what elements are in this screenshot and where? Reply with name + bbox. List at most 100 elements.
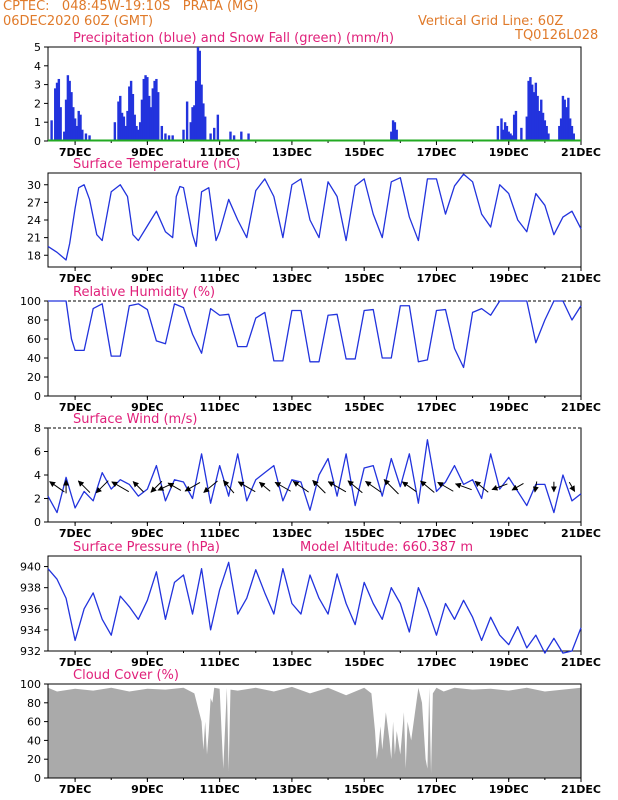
rh-xtick-label: 11DEC: [200, 401, 240, 414]
temp-title: Surface Temperature (nC): [73, 157, 241, 172]
precip-xtick-label: 9DEC: [131, 146, 163, 159]
rh-ytick-label: 80: [27, 314, 41, 327]
precip-bar: [198, 50, 201, 142]
cloud-xtick-label: 7DEC: [59, 783, 91, 796]
precip-bar: [572, 133, 575, 141]
precip-bar: [545, 125, 548, 141]
cloud-xtick-label: 19DEC: [489, 783, 529, 796]
precip-bar: [511, 135, 514, 141]
wind-arrow: [150, 480, 163, 493]
precip-bar: [54, 88, 57, 141]
precip-bar: [137, 129, 140, 141]
precip-bar: [131, 94, 135, 141]
wind-arrow: [568, 481, 576, 492]
header-grid-note: Vertical Grid Line: 60Z: [418, 14, 564, 29]
precip-bar: [196, 47, 200, 141]
rh-xtick-label: 15DEC: [344, 401, 384, 414]
precip-bar: [509, 133, 512, 141]
cloud-cover-area: [48, 686, 581, 778]
precip-bar: [124, 125, 127, 141]
temp-xtick-label: 15DEC: [344, 272, 384, 285]
precip-bar: [390, 131, 393, 141]
precip-bar: [527, 80, 530, 141]
precip-bar: [547, 133, 550, 141]
precip-bar: [559, 118, 563, 141]
precip-bar: [72, 107, 75, 141]
precip-bar: [126, 110, 129, 141]
pres-frame: [47, 555, 582, 652]
temp-xtick-label: 9DEC: [131, 272, 163, 285]
precip-bar: [122, 116, 126, 141]
pres-xtick-label: 9DEC: [131, 656, 163, 669]
temp-ytick-label: 21: [27, 232, 41, 245]
precip-bar: [142, 78, 145, 141]
rh-ytick-label: 40: [27, 352, 41, 365]
precip-bar: [77, 110, 80, 141]
precip-xtick-label: 15DEC: [344, 146, 384, 159]
precip-bar: [393, 122, 397, 141]
precip-bar: [57, 78, 61, 141]
pres-panel: 7DEC 9DEC 11DEC 13DEC 15DEC 17DEC 19DEC 21DEC 93…: [20, 540, 601, 669]
rh-title: Relative Humidity (%): [73, 285, 215, 300]
precip-ytick-label: 2: [34, 97, 41, 110]
pres-title: Surface Pressure (hPa): [73, 540, 220, 555]
precip-bar: [138, 122, 142, 141]
cloud-xtick-label: 13DEC: [272, 783, 312, 796]
precip-bar: [512, 114, 516, 141]
temp-series-line: [47, 173, 582, 261]
precip-bar: [113, 122, 117, 141]
rh-xtick-label: 19DEC: [489, 401, 529, 414]
wind-arrow: [223, 480, 235, 494]
precip-bar: [532, 92, 536, 141]
rh-series-line: [48, 300, 582, 369]
cloud-xtick-label: 15DEC: [344, 783, 384, 796]
precip-bar: [157, 92, 160, 141]
precip-bar: [191, 107, 194, 141]
rh-xtick-label: 13DEC: [272, 401, 312, 414]
precip-ytick-label: 1: [34, 116, 41, 129]
precip-bar: [531, 84, 534, 141]
precip-bar: [232, 135, 236, 141]
wind-ytick-label: 0: [34, 516, 41, 529]
precip-bar: [133, 114, 136, 141]
rh-xtick-label: 21DEC: [561, 401, 601, 414]
precip-bar: [88, 135, 91, 141]
precip-bar: [81, 129, 84, 141]
rh-ytick-label: 0: [34, 390, 41, 403]
precip-bar: [534, 82, 538, 141]
wind-arrow: [437, 481, 454, 492]
wind-arrow: [167, 482, 182, 491]
wind-arrow: [258, 481, 271, 492]
temp-xtick-label: 7DEC: [59, 272, 91, 285]
pres-ytick-label: 940: [20, 561, 41, 574]
precip-bar: [117, 101, 120, 141]
pres-xtick-label: 19DEC: [489, 656, 529, 669]
precip-bar: [209, 133, 212, 141]
precip-xtick-label: 17DEC: [416, 146, 456, 159]
wind-arrow: [49, 481, 65, 493]
precip-bar: [147, 95, 151, 141]
cloud-ytick-label: 40: [27, 734, 41, 747]
precip-xtick-label: 7DEC: [59, 146, 91, 159]
precip-bar: [50, 120, 53, 141]
precip-title: Precipitation (blue) and Snow Fall (gree…: [73, 31, 394, 46]
precip-bar: [153, 80, 156, 141]
wind-series-line: [47, 439, 582, 514]
cloud-panel: 7DEC 9DEC 11DEC 13DEC 15DEC 17DEC 19DEC 21DEC 0 2…: [20, 668, 601, 796]
precip-bar: [135, 125, 138, 141]
precip-bar: [520, 127, 523, 141]
precip-bar: [563, 99, 566, 141]
wind-arrow: [203, 480, 218, 493]
temp-panel: 7DEC 9DEC 11DEC 13DEC 15DEC 17DEC 19DEC 21DEC 18…: [27, 157, 601, 285]
precip-bar: [213, 127, 216, 141]
pres-model-altitude: Model Altitude: 660.387 m: [300, 540, 473, 555]
precip-bar: [79, 114, 82, 141]
wind-arrow: [491, 483, 508, 491]
wind-ytick-label: 4: [34, 469, 41, 482]
precip-xtick-label: 13DEC: [272, 146, 312, 159]
precip-bar: [59, 107, 62, 141]
precip-bar: [185, 101, 189, 141]
precip-bar: [525, 116, 528, 141]
header-code: TQ0126L028: [515, 28, 599, 43]
precip-bar: [149, 107, 153, 141]
